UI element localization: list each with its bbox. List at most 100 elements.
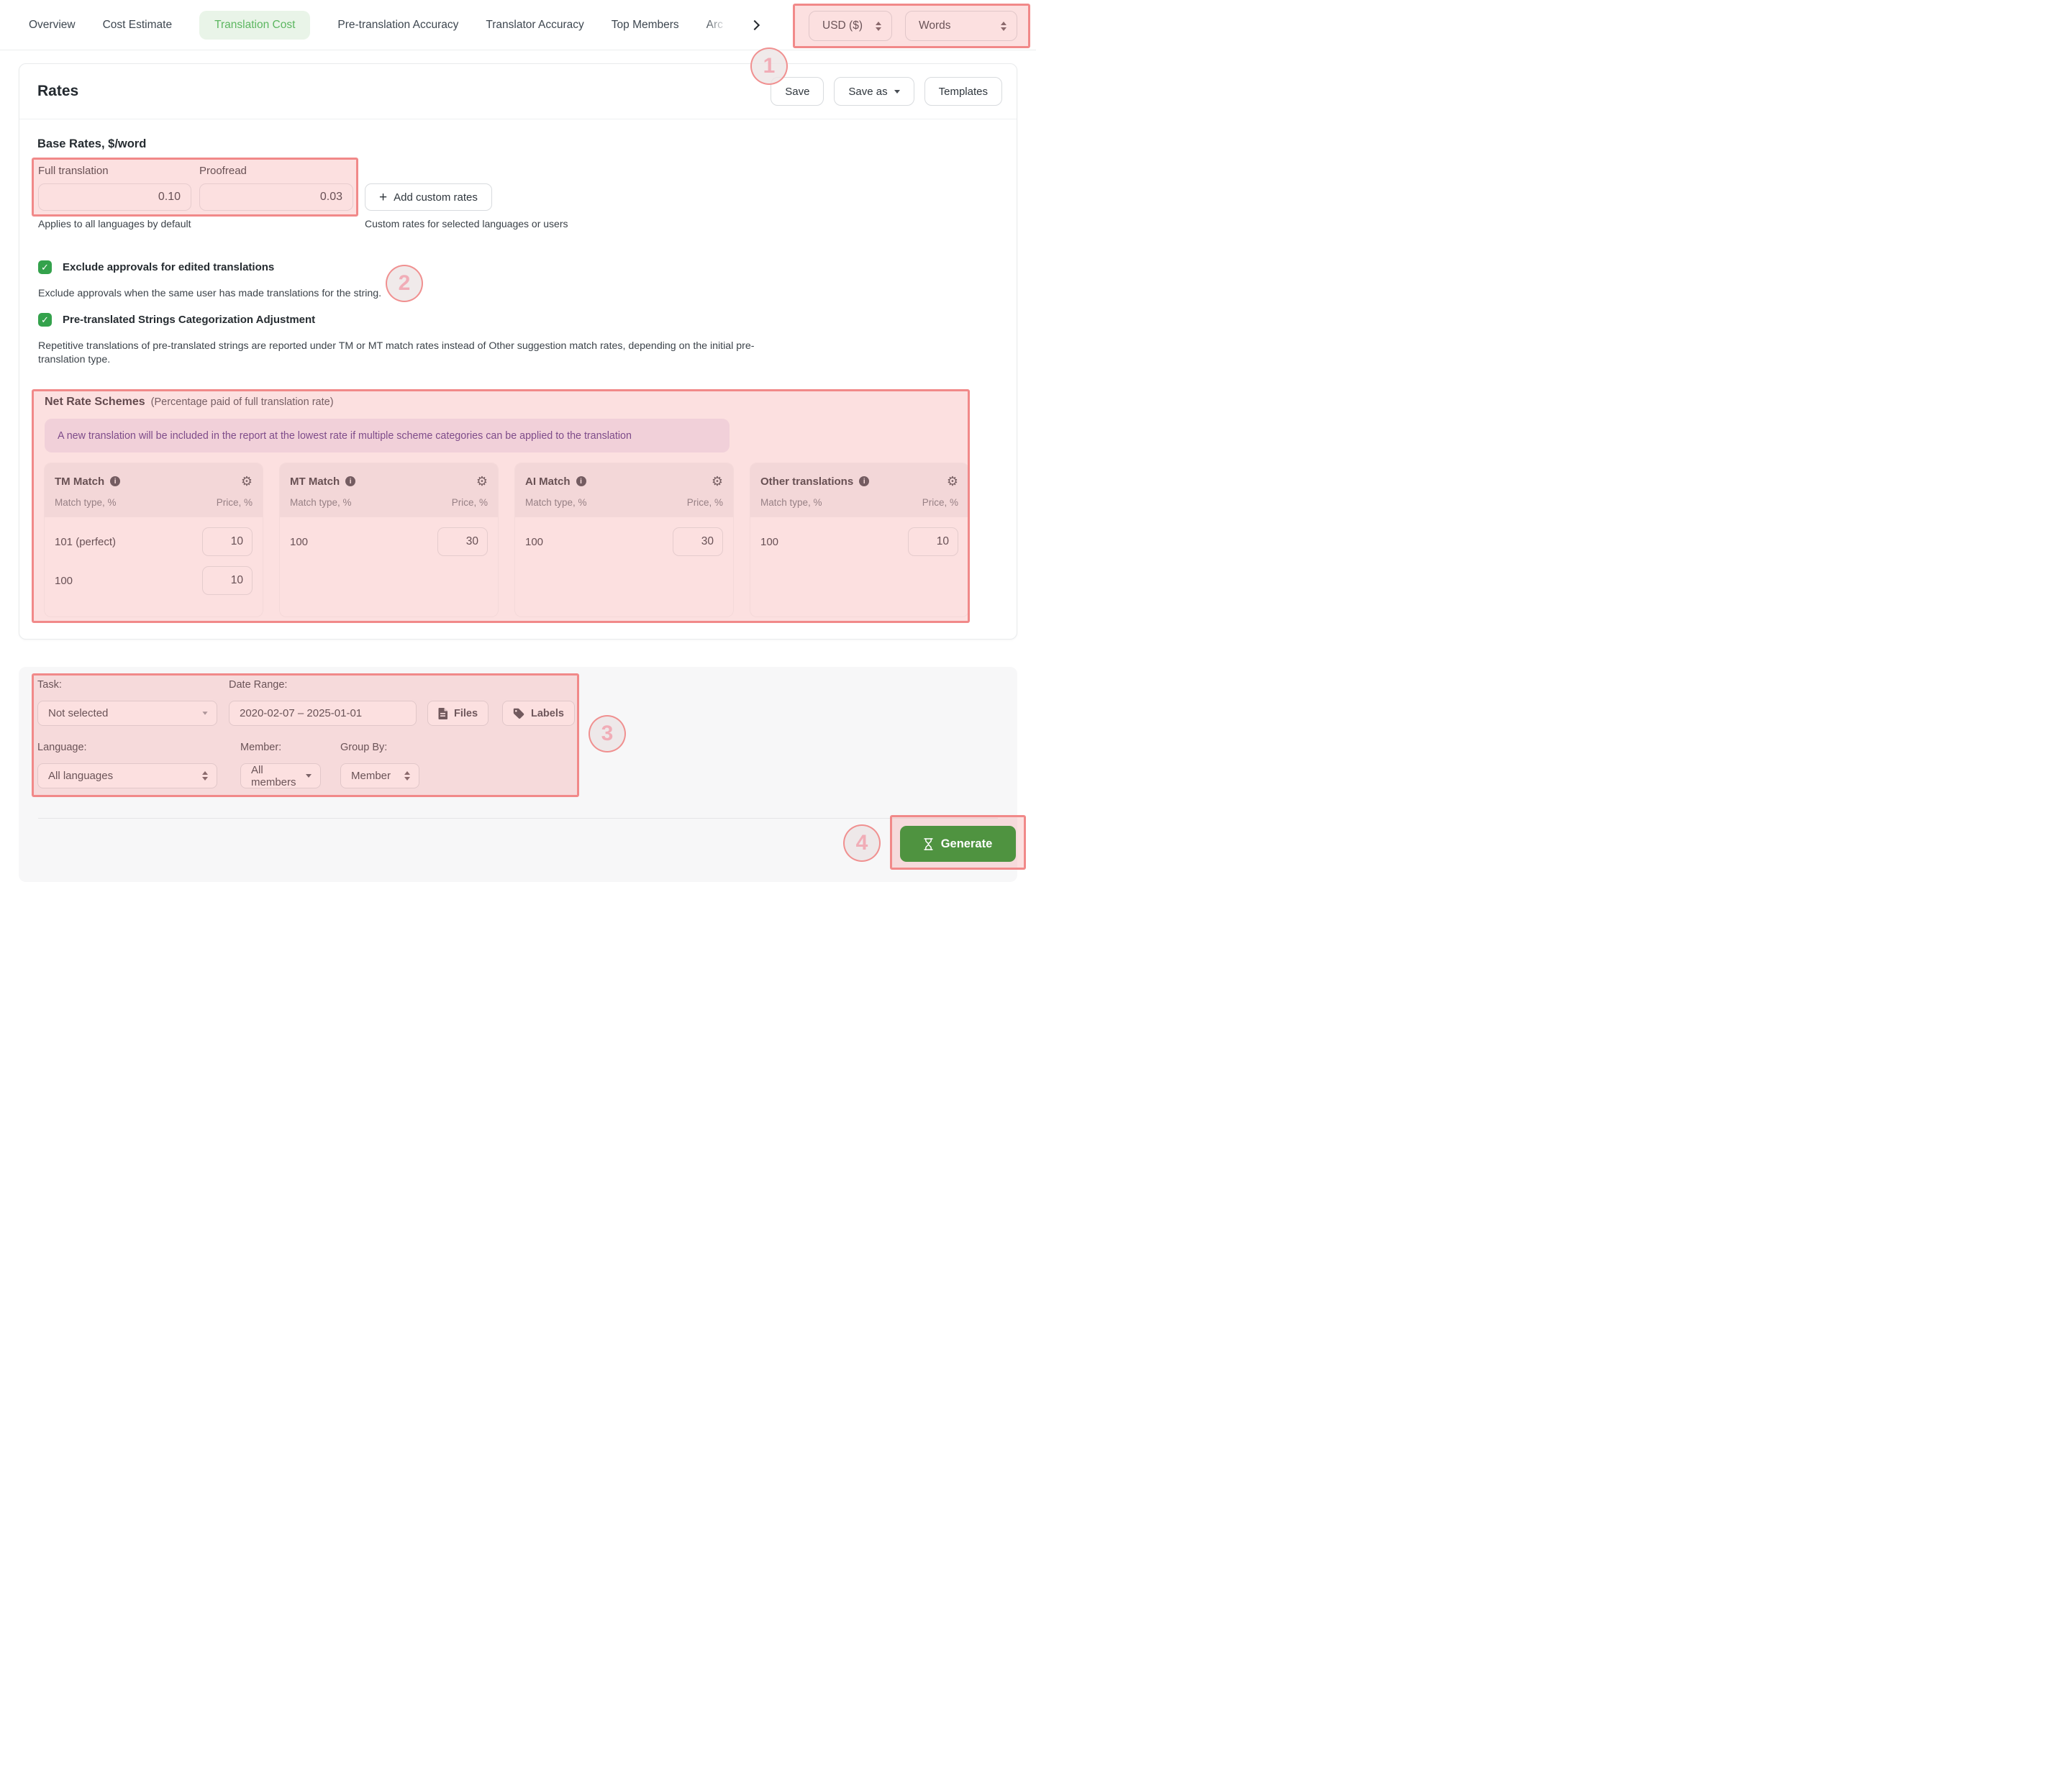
member-select[interactable]: All members (240, 763, 321, 788)
info-icon[interactable] (110, 476, 121, 486)
tm-match-card-header: TM Match Match type, % Price, % (45, 463, 263, 517)
checkbox-pretranslated-adjustment[interactable] (38, 313, 52, 327)
price-input[interactable] (908, 527, 958, 556)
caret-down-icon (202, 711, 208, 715)
sort-arrows-icon (404, 771, 410, 781)
sort-arrows-icon (1001, 21, 1007, 31)
tab-top-members[interactable]: Top Members (611, 18, 679, 31)
currency-select-value: USD ($) (822, 19, 863, 32)
mt-match-title: MT Match (290, 475, 340, 488)
match-type-column-header: Match type, % (290, 497, 352, 508)
price-input[interactable] (202, 566, 253, 595)
rate-row: 100 (290, 527, 488, 556)
gear-icon[interactable] (947, 475, 958, 488)
group-by-select-value: Member (351, 770, 391, 782)
tab-translation-cost[interactable]: Translation Cost (199, 10, 311, 40)
price-column-header: Price, % (922, 497, 958, 508)
tab-cost-estimate[interactable]: Cost Estimate (102, 18, 173, 31)
tm-match-card: TM Match Match type, % Price, % 101 (per… (45, 463, 263, 617)
plus-icon (379, 191, 387, 204)
labels-button[interactable]: Labels (502, 701, 575, 726)
ai-match-card-header: AI Match Match type, % Price, % (515, 463, 733, 517)
full-translation-rate-input[interactable] (38, 183, 191, 211)
save-as-button[interactable]: Save as (834, 77, 914, 106)
net-rate-schemes-subtitle: (Percentage paid of full translation rat… (150, 396, 334, 408)
date-range-input[interactable] (229, 701, 417, 726)
proofread-rate-input[interactable] (199, 183, 353, 211)
exclude-approvals-label: Exclude approvals for edited translation… (63, 261, 275, 273)
group-by-label: Group By: (340, 742, 388, 753)
translation-cost-report-page: Overview Cost Estimate Translation Cost … (0, 0, 1036, 887)
gear-icon[interactable] (476, 475, 488, 488)
gear-icon[interactable] (712, 475, 723, 488)
page-title: Rates (37, 83, 79, 99)
option-row: Pre-translated Strings Categorization Ad… (38, 313, 315, 327)
generate-button[interactable]: Generate (900, 826, 1016, 862)
base-rates-heading: Base Rates, $/word (37, 137, 147, 150)
save-button[interactable]: Save (771, 77, 824, 106)
ai-match-title: AI Match (525, 475, 571, 488)
match-type-value: 100 (55, 574, 73, 587)
task-select[interactable]: Not selected (37, 701, 217, 726)
tab-overview[interactable]: Overview (29, 18, 76, 31)
info-icon[interactable] (576, 476, 586, 486)
net-rate-scheme-cards: TM Match Match type, % Price, % 101 (per… (45, 463, 968, 617)
task-select-value: Not selected (48, 707, 109, 719)
custom-rates-note: Custom rates for selected languages or u… (365, 218, 568, 229)
files-button[interactable]: Files (427, 701, 489, 726)
document-icon (438, 707, 447, 719)
mt-match-card: MT Match Match type, % Price, % 100 (280, 463, 498, 617)
rate-row: 100 (55, 566, 253, 595)
other-translations-card-header: Other translations Match type, % Price, … (750, 463, 968, 517)
base-rates-note: Applies to all languages by default (38, 218, 191, 229)
chevron-right-icon[interactable] (749, 19, 760, 30)
full-translation-label: Full translation (38, 165, 109, 177)
save-as-label: Save as (848, 85, 888, 98)
price-input[interactable] (437, 527, 488, 556)
date-range-label: Date Range: (229, 679, 288, 691)
net-rate-schemes-heading: Net Rate Schemes (Percentage paid of ful… (45, 396, 334, 409)
tab-translator-accuracy[interactable]: Translator Accuracy (486, 18, 584, 31)
other-translations-card: Other translations Match type, % Price, … (750, 463, 968, 617)
add-custom-rates-button[interactable]: Add custom rates (365, 183, 492, 211)
net-rate-schemes-title: Net Rate Schemes (45, 396, 145, 408)
tab-archive-truncated[interactable]: Arc (706, 19, 730, 32)
language-select[interactable]: All languages (37, 763, 217, 788)
ai-match-card: AI Match Match type, % Price, % 100 (515, 463, 733, 617)
units-select[interactable]: Words (905, 11, 1017, 41)
price-column-header: Price, % (686, 497, 723, 508)
match-type-column-header: Match type, % (525, 497, 587, 508)
hourglass-icon (924, 837, 933, 850)
price-column-header: Price, % (451, 497, 488, 508)
currency-select[interactable]: USD ($) (809, 11, 892, 41)
match-type-value: 100 (525, 535, 544, 548)
exclude-approvals-description: Exclude approvals when the same user has… (38, 288, 382, 299)
sort-arrows-icon (876, 21, 881, 31)
task-label: Task: (37, 679, 62, 691)
tab-pre-translation-accuracy[interactable]: Pre-translation Accuracy (337, 18, 459, 31)
member-label: Member: (240, 742, 282, 753)
report-filters-panel: Task: Not selected Date Range: Files Lab… (19, 667, 1017, 882)
member-select-value: All members (251, 763, 296, 788)
proofread-label: Proofread (199, 165, 247, 177)
pretranslated-adjustment-description: Repetitive translations of pre-translate… (38, 340, 755, 365)
price-column-header: Price, % (216, 497, 253, 508)
files-button-label: Files (454, 707, 478, 719)
rates-card: Rates Save Save as Templates Base Rates,… (19, 63, 1017, 640)
generate-button-label: Generate (940, 837, 993, 850)
checkbox-exclude-approvals[interactable] (38, 260, 52, 274)
group-by-select[interactable]: Member (340, 763, 419, 788)
info-icon[interactable] (859, 476, 870, 486)
gear-icon[interactable] (241, 475, 253, 488)
tag-icon (513, 708, 524, 719)
price-input[interactable] (673, 527, 723, 556)
lowest-rate-notice: A new translation will be included in th… (45, 419, 730, 452)
units-select-value: Words (919, 19, 951, 32)
sort-arrows-icon (202, 771, 208, 781)
info-icon[interactable] (345, 476, 356, 486)
templates-button[interactable]: Templates (924, 77, 1002, 106)
match-type-value: 100 (290, 535, 309, 548)
caret-down-icon (306, 774, 312, 778)
language-select-value: All languages (48, 770, 114, 782)
price-input[interactable] (202, 527, 253, 556)
